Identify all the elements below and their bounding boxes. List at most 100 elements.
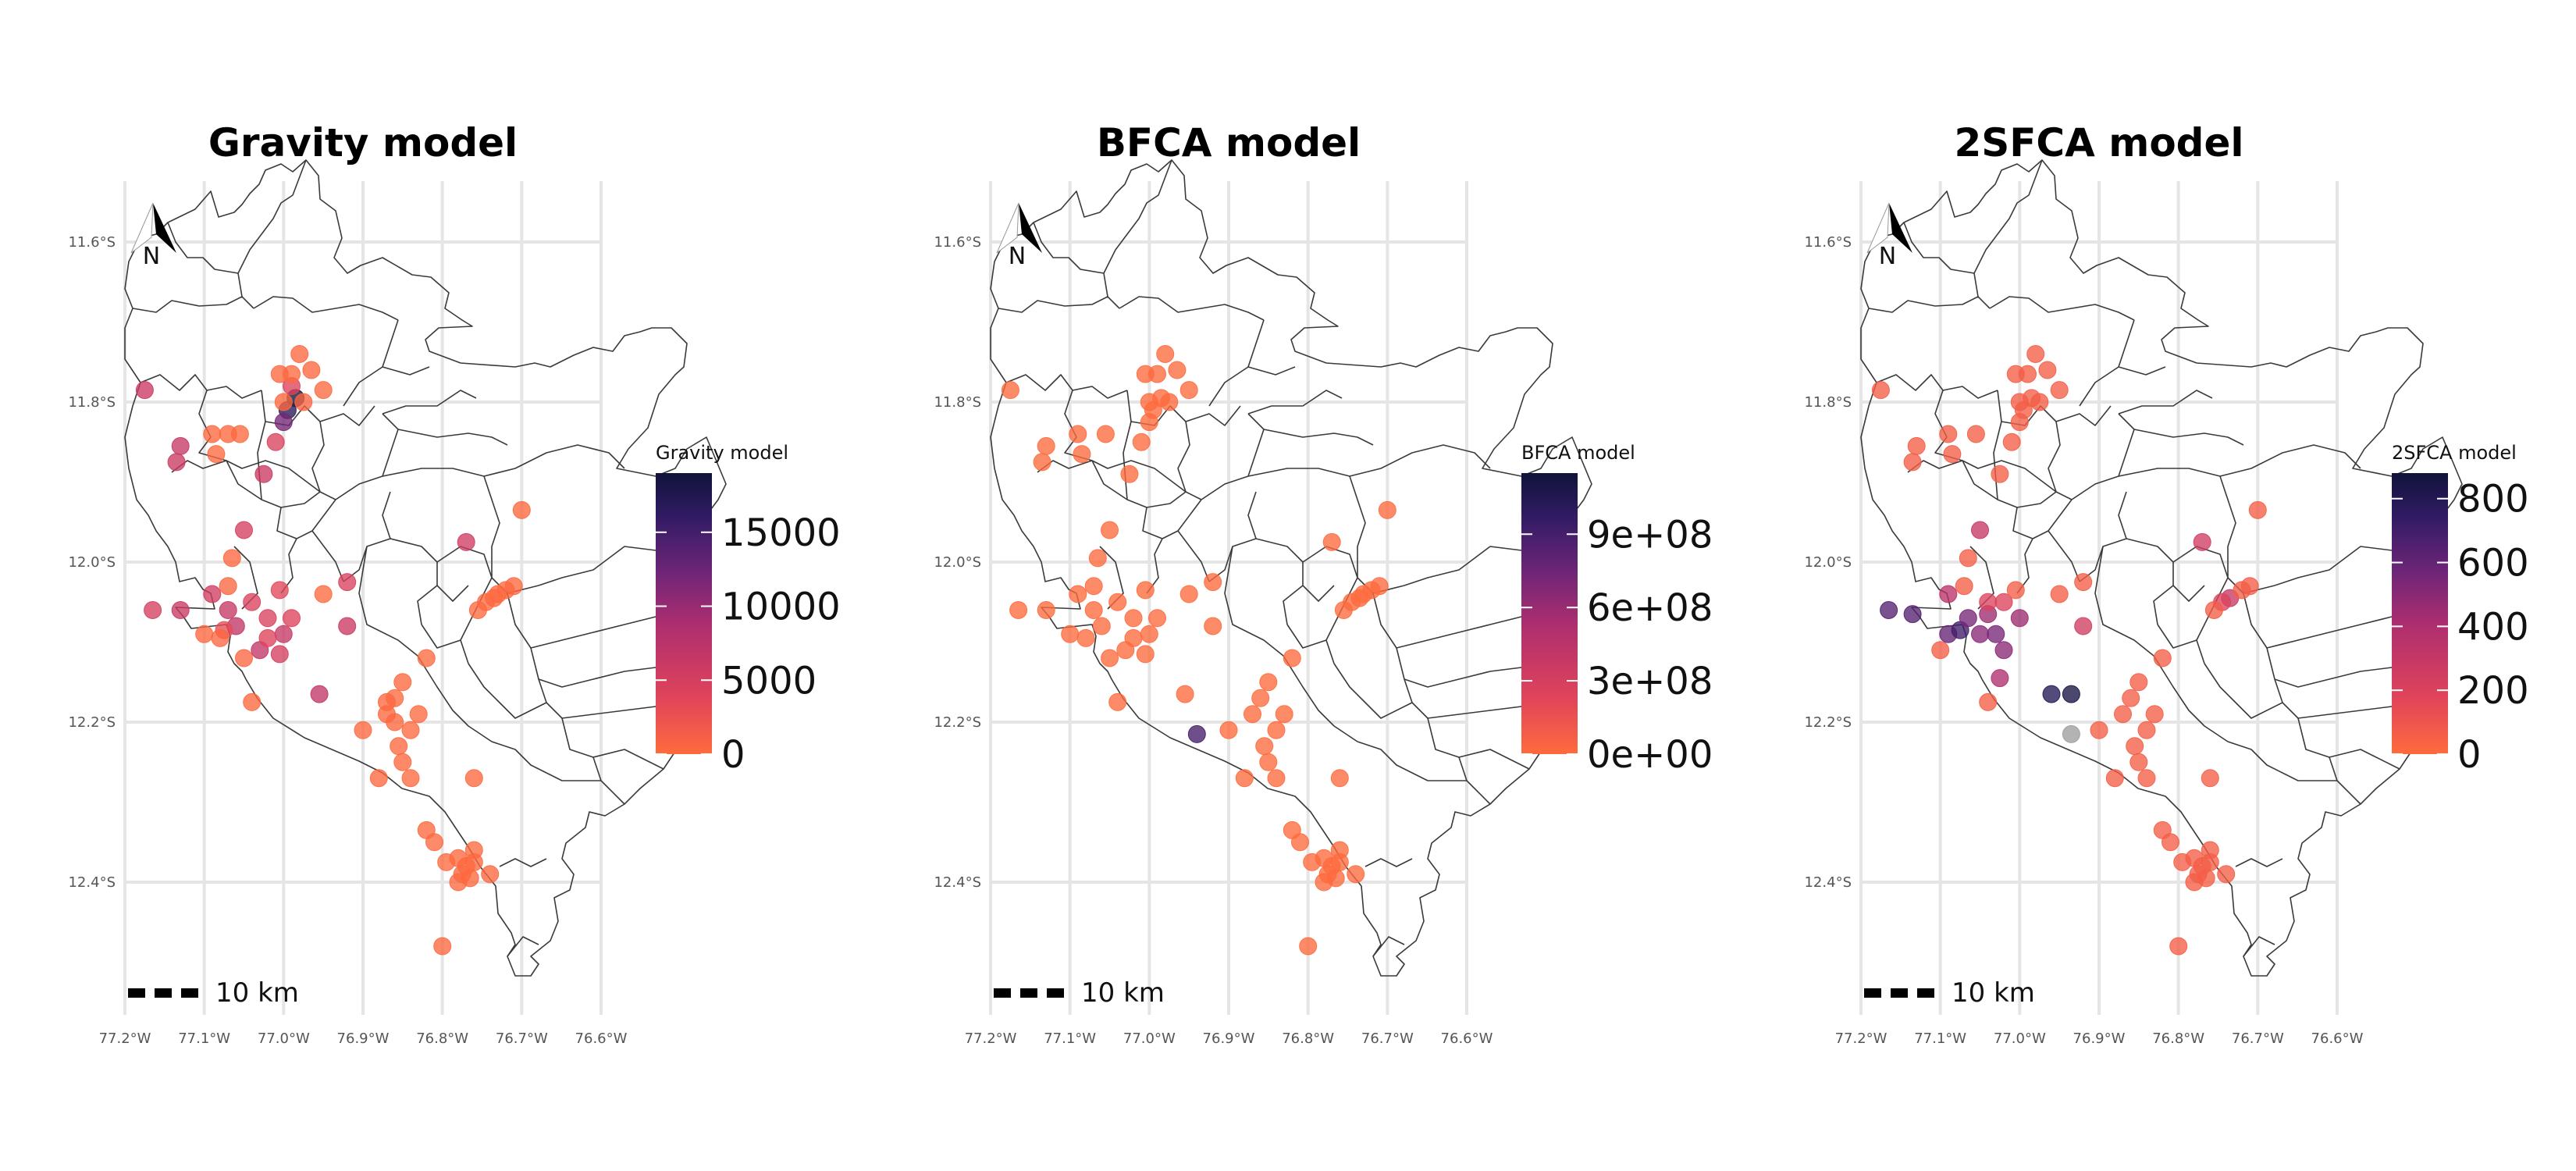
facility-point (171, 601, 190, 619)
north-arrow-icon: N (1866, 202, 1912, 270)
scale-label: 10 km (1081, 977, 1165, 1009)
facility-point (2105, 769, 2124, 788)
facility-point (2050, 585, 2069, 603)
facility-point (1330, 852, 1349, 871)
facility-point (1120, 464, 1139, 483)
facility-point (1179, 585, 1198, 603)
facility-point (2201, 852, 2219, 871)
facility-point (1943, 445, 1962, 464)
facility-point (1069, 425, 1087, 443)
facility-point (2062, 724, 2080, 743)
legend-title: BFCA model (1521, 442, 1635, 464)
facility-point (1108, 593, 1127, 611)
facility-point (2248, 500, 2267, 519)
legend-colorbar (2392, 473, 2448, 754)
facility-point (2010, 413, 2029, 432)
lon-tick-label: 77.1°W (1044, 1030, 1096, 1047)
facility-point (409, 705, 428, 724)
facility-points (135, 345, 531, 956)
facility-point (171, 436, 190, 455)
lat-tick-label: 12.4°S (1804, 874, 1852, 891)
north-arrow-icon: N (130, 202, 176, 270)
facility-point (338, 617, 357, 635)
facility-points (1001, 345, 1397, 956)
facility-point (1939, 425, 1958, 443)
facility-point (1991, 464, 2009, 483)
facility-point (2122, 689, 2140, 707)
facility-point (1315, 873, 1333, 892)
lon-tick-label: 76.7°W (1361, 1030, 1414, 1047)
north-arrow-icon: N (996, 202, 1042, 270)
facility-point (1187, 724, 1206, 743)
facility-point (1907, 436, 1926, 455)
facility-point (2074, 617, 2093, 635)
lat-tick-label: 11.6°S (934, 234, 981, 251)
lat-tick-label: 12.4°S (934, 874, 981, 891)
facility-point (1244, 705, 1261, 724)
facility-point (1903, 605, 1922, 624)
facility-point (2217, 865, 2236, 884)
facility-point (290, 345, 309, 363)
lat-tick-label: 12.2°S (934, 714, 981, 731)
facility-point (243, 593, 262, 611)
facility-point (2062, 685, 2080, 703)
facility-point (2002, 432, 2021, 451)
facility-point (1176, 685, 1194, 703)
facility-point (283, 609, 301, 628)
facility-point (1108, 692, 1127, 711)
facility-point (167, 453, 186, 472)
lat-tick-label: 11.8°S (934, 394, 981, 411)
facility-point (2129, 753, 2148, 771)
facility-point (2193, 532, 2211, 551)
facility-point (1124, 628, 1143, 647)
facility-point (314, 381, 333, 400)
color-legend: Gravity model 15000 10000 5000 0 (656, 442, 841, 777)
facility-point (1204, 573, 1222, 592)
facility-point (2042, 685, 2061, 703)
facility-point (1267, 769, 1286, 788)
facility-point (2137, 769, 2156, 788)
legend-tick-label: 800 (2457, 478, 2529, 521)
legend-colorbar (1521, 473, 1578, 754)
facility-point (207, 445, 226, 464)
facility-point (2006, 365, 2025, 383)
north-label: N (1879, 243, 1896, 270)
facility-point (1251, 689, 1270, 707)
lon-tick-label: 76.9°W (2073, 1030, 2126, 1047)
lat-tick-label: 11.8°S (68, 394, 116, 411)
legend-tick-label: 0 (2457, 733, 2482, 777)
facility-point (222, 549, 241, 568)
north-label: N (143, 243, 160, 270)
facility-point (1255, 737, 1274, 756)
legend-tick-label: 600 (2457, 542, 2529, 586)
facility-point (1084, 577, 1103, 596)
scale-bar: 10 km (994, 977, 1165, 1009)
lon-tick-label: 76.9°W (337, 1030, 390, 1047)
lat-tick-label: 12.0°S (68, 554, 116, 571)
lon-tick-label: 76.9°W (1203, 1030, 1255, 1047)
map-panel-2: BFCA model 11.6°S 11.8°S 12.0°S 12.2°S 12.4°S… (934, 120, 1713, 1047)
facility-point (393, 753, 412, 771)
facility-point (2161, 833, 2179, 852)
facility-point (1378, 500, 1397, 519)
facility-point (338, 573, 357, 592)
facility-point (314, 585, 333, 603)
facility-point (1971, 521, 1989, 539)
facility-point (1096, 425, 1115, 443)
lon-tick-label: 76.6°W (1441, 1030, 1493, 1047)
facility-point (1299, 937, 1318, 956)
facility-point (1259, 673, 1278, 692)
map-panel-3: 2SFCA model 11.6°S 11.8°S 12.0°S 12.2°S 12.4°… (1804, 120, 2528, 1047)
lat-tick-label: 12.0°S (934, 554, 981, 571)
facility-point (2129, 673, 2148, 692)
facility-point (468, 601, 487, 619)
facility-point (219, 425, 237, 443)
facility-point (2006, 581, 2025, 600)
facility-point (393, 673, 412, 692)
facility-point (1959, 609, 1977, 628)
facility-point (1322, 532, 1341, 551)
lon-tick-label: 77.2°W (965, 1030, 1017, 1047)
facility-point (1179, 381, 1198, 400)
facility-point (1061, 625, 1080, 643)
